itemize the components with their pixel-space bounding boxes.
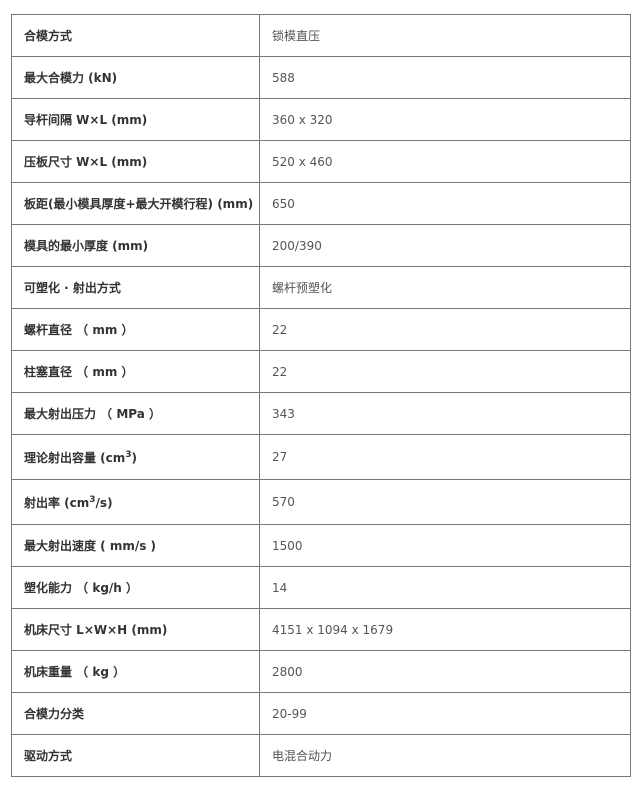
table-row: 最大射出速度 ( mm/s ) 1500 [11, 524, 631, 567]
spec-value: 4151 x 1094 x 1679 [259, 608, 631, 651]
label-text: 柱塞直径 （ mm ） [24, 365, 134, 379]
label-text: 最大射出压力 （ MPa ） [24, 407, 162, 421]
label-suffix: ) [131, 450, 138, 465]
superscript: 3 [125, 449, 132, 460]
table-row: 模具的最小厚度 (mm) 200/390 [11, 224, 631, 267]
superscript: 3 [89, 494, 96, 505]
spec-label: 可塑化 · 射出方式 [11, 266, 260, 309]
spec-table: 合模方式 锁模直压最大合模力 (kN) 588 导杆间隔 W×L (mm) 360 x … [11, 14, 631, 777]
label-text: 最大射出速度 ( mm/s ) [24, 539, 157, 553]
spec-label: 合模方式 [11, 14, 260, 57]
spec-label: 导杆间隔 W×L (mm) [11, 98, 260, 141]
spec-value: 360 x 320 [259, 98, 631, 141]
spec-value: 22 [259, 350, 631, 393]
label-suffix: /s) [95, 495, 113, 510]
spec-label: 塑化能力 （ kg/h ） [11, 566, 260, 609]
spec-label: 机床重量 （ kg ） [11, 650, 260, 693]
table-row: 合模方式 锁模直压 [11, 14, 631, 57]
label-text: 合模力分类 [24, 707, 85, 721]
spec-value: 14 [259, 566, 631, 609]
spec-label: 柱塞直径 （ mm ） [11, 350, 260, 393]
spec-label: 压板尺寸 W×L (mm) [11, 140, 260, 183]
spec-value: 200/390 [259, 224, 631, 267]
spec-value: 锁模直压 [259, 14, 631, 57]
spec-value: 520 x 460 [259, 140, 631, 183]
table-row: 机床重量 （ kg ） 2800 [11, 650, 631, 693]
label-text: 板距(最小模具厚度+最大开模行程) (mm) [24, 197, 254, 211]
label-text: 理论射出容量 (cm [24, 450, 126, 465]
spec-label: 最大射出压力 （ MPa ） [11, 392, 260, 435]
table-row: 理论射出容量 (cm3) 27 [11, 434, 631, 480]
spec-value: 1500 [259, 524, 631, 567]
spec-label: 最大合模力 (kN) [11, 56, 260, 99]
spec-value: 22 [259, 308, 631, 351]
spec-value: 螺杆预塑化 [259, 266, 631, 309]
table-row: 射出率 (cm3/s) 570 [11, 479, 631, 525]
table-row: 最大合模力 (kN) 588 [11, 56, 631, 99]
spec-label: 模具的最小厚度 (mm) [11, 224, 260, 267]
spec-value: 20-99 [259, 692, 631, 735]
label-text: 射出率 (cm [24, 495, 90, 510]
spec-label: 射出率 (cm3/s) [11, 479, 260, 525]
spec-label: 螺杆直径 （ mm ） [11, 308, 260, 351]
spec-value: 343 [259, 392, 631, 435]
table-row: 驱动方式 电混合动力 [11, 734, 631, 777]
table-row: 柱塞直径 （ mm ） 22 [11, 350, 631, 393]
label-text: 机床尺寸 L×W×H (mm) [24, 623, 168, 637]
spec-label: 合模力分类 [11, 692, 260, 735]
label-text: 驱动方式 [24, 749, 73, 763]
label-text: 导杆间隔 W×L (mm) [24, 113, 148, 127]
table-row: 压板尺寸 W×L (mm) 520 x 460 [11, 140, 631, 183]
spec-value: 570 [259, 479, 631, 525]
spec-label: 驱动方式 [11, 734, 260, 777]
spec-value: 650 [259, 182, 631, 225]
label-text: 最大合模力 (kN) [24, 71, 118, 85]
table-row: 螺杆直径 （ mm ） 22 [11, 308, 631, 351]
table-row: 可塑化 · 射出方式 螺杆预塑化 [11, 266, 631, 309]
spec-label: 机床尺寸 L×W×H (mm) [11, 608, 260, 651]
label-text: 模具的最小厚度 (mm) [24, 239, 149, 253]
spec-label: 板距(最小模具厚度+最大开模行程) (mm) [11, 182, 260, 225]
label-text: 合模方式 [24, 29, 73, 43]
label-text: 压板尺寸 W×L (mm) [24, 155, 148, 169]
table-row: 机床尺寸 L×W×H (mm) 4151 x 1094 x 1679 [11, 608, 631, 651]
spec-value: 2800 [259, 650, 631, 693]
label-text: 塑化能力 （ kg/h ） [24, 581, 139, 595]
label-text: 可塑化 · 射出方式 [24, 281, 121, 295]
label-text: 螺杆直径 （ mm ） [24, 323, 134, 337]
table-row: 导杆间隔 W×L (mm) 360 x 320 [11, 98, 631, 141]
spec-label: 最大射出速度 ( mm/s ) [11, 524, 260, 567]
table-row: 最大射出压力 （ MPa ） 343 [11, 392, 631, 435]
spec-value: 588 [259, 56, 631, 99]
spec-value: 电混合动力 [259, 734, 631, 777]
table-row: 塑化能力 （ kg/h ） 14 [11, 566, 631, 609]
table-row: 合模力分类 20-99 [11, 692, 631, 735]
table-row: 板距(最小模具厚度+最大开模行程) (mm) 650 [11, 182, 631, 225]
spec-value: 27 [259, 434, 631, 480]
label-text: 机床重量 （ kg ） [24, 665, 126, 679]
spec-label: 理论射出容量 (cm3) [11, 434, 260, 480]
